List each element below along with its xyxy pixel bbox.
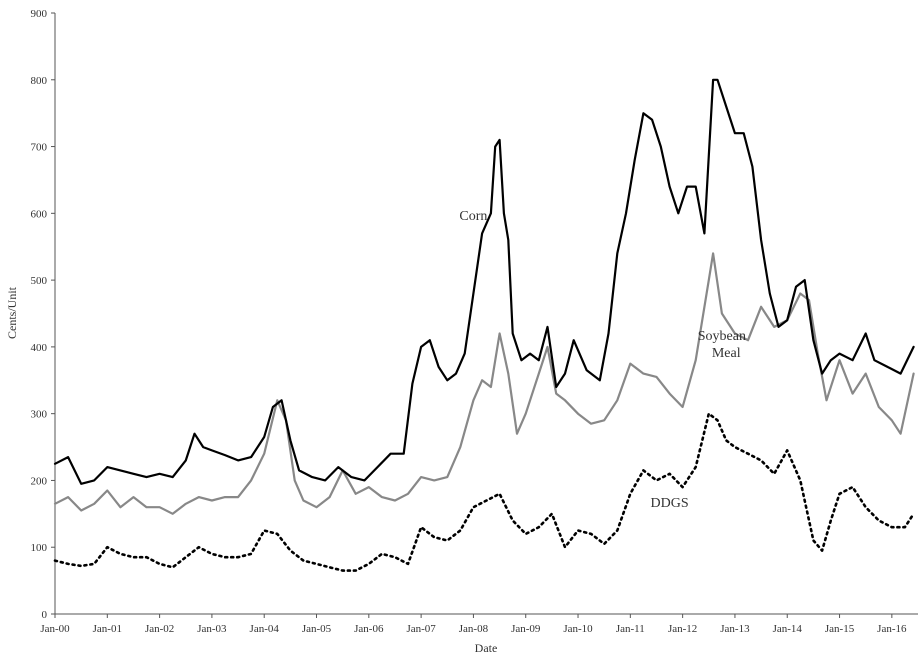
x-tick-label: Jan-03: [197, 623, 227, 635]
y-ticks: 0 100 200 300 400 500 600 700 800 900: [31, 8, 55, 621]
x-axis-title: Date: [475, 641, 498, 655]
annotation-corn: Corn: [459, 209, 487, 224]
series-line-corn: [53, 78, 915, 485]
x-tick-label: Jan-07: [406, 623, 436, 635]
annotation-soybean-meal: Soybean: [698, 329, 746, 344]
series-layer: [53, 78, 915, 572]
y-tick-label: 600: [31, 208, 48, 220]
x-tick-label: Jan-05: [302, 623, 332, 635]
x-ticks: Jan-00 Jan-01 Jan-02 Jan-03 Jan-04 Jan-05 Jan-…: [40, 614, 907, 635]
x-tick-label: Jan-00: [40, 623, 70, 635]
x-tick-label: Jan-10: [563, 623, 593, 635]
y-tick-label: 0: [42, 609, 48, 621]
y-tick-label: 500: [31, 275, 48, 287]
annotation-soybean-meal: Meal: [712, 346, 741, 361]
x-tick-label: Jan-15: [825, 623, 855, 635]
annotation-ddgs: DDGS: [650, 496, 688, 511]
x-tick-label: Jan-06: [354, 623, 384, 635]
y-tick-label: 900: [31, 8, 48, 20]
x-tick-label: Jan-14: [773, 623, 803, 635]
x-tick-label: Jan-01: [93, 623, 122, 635]
y-tick-label: 700: [31, 142, 48, 154]
x-tick-label: Jan-08: [459, 623, 489, 635]
x-tick-label: Jan-11: [616, 623, 645, 635]
y-tick-label: 800: [31, 75, 48, 87]
y-tick-label: 200: [31, 475, 48, 487]
series-line-soybean-meal: [53, 252, 915, 515]
y-tick-label: 400: [31, 342, 48, 354]
series-annotations: Corn Soybean Meal DDGS: [459, 209, 746, 511]
x-tick-label: Jan-09: [511, 623, 541, 635]
y-tick-label: 300: [31, 409, 48, 421]
x-tick-label: Jan-12: [668, 623, 697, 635]
x-tick-label: Jan-13: [720, 623, 750, 635]
plot-area: [54, 13, 918, 615]
y-axis-title: Cents/Unit: [5, 286, 19, 339]
x-tick-label: Jan-16: [877, 623, 907, 635]
y-tick-label: 100: [31, 542, 48, 554]
x-tick-label: Jan-04: [250, 623, 280, 635]
x-tick-label: Jan-02: [145, 623, 174, 635]
series-line-ddgs: [53, 412, 915, 572]
